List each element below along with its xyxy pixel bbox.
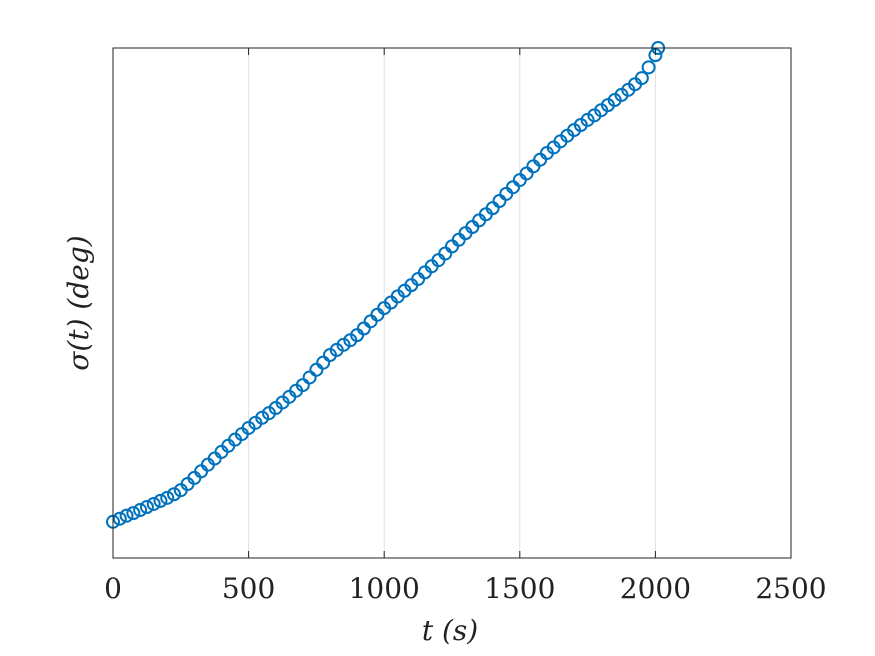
point bbox=[112, 511, 127, 526]
x-tick-label: 1500 bbox=[484, 572, 555, 605]
x-axis-label: t (s) bbox=[422, 614, 478, 647]
y-axis-label: σ(t) (deg) bbox=[62, 235, 95, 370]
marks bbox=[106, 41, 666, 529]
point bbox=[160, 490, 175, 505]
point bbox=[153, 493, 168, 508]
point bbox=[119, 508, 134, 523]
point bbox=[167, 487, 182, 502]
point bbox=[634, 71, 649, 86]
axes-box bbox=[112, 47, 792, 559]
x-tick-label: 2500 bbox=[755, 572, 826, 605]
point bbox=[126, 506, 141, 521]
point bbox=[133, 503, 148, 518]
point bbox=[139, 500, 154, 514]
x-tick-label: 2000 bbox=[620, 572, 691, 605]
x-tick-label: 0 bbox=[104, 572, 122, 605]
x-tick-label: 500 bbox=[222, 572, 275, 605]
point bbox=[641, 60, 656, 75]
point bbox=[146, 496, 161, 511]
x-tick-label: 1000 bbox=[349, 572, 420, 605]
